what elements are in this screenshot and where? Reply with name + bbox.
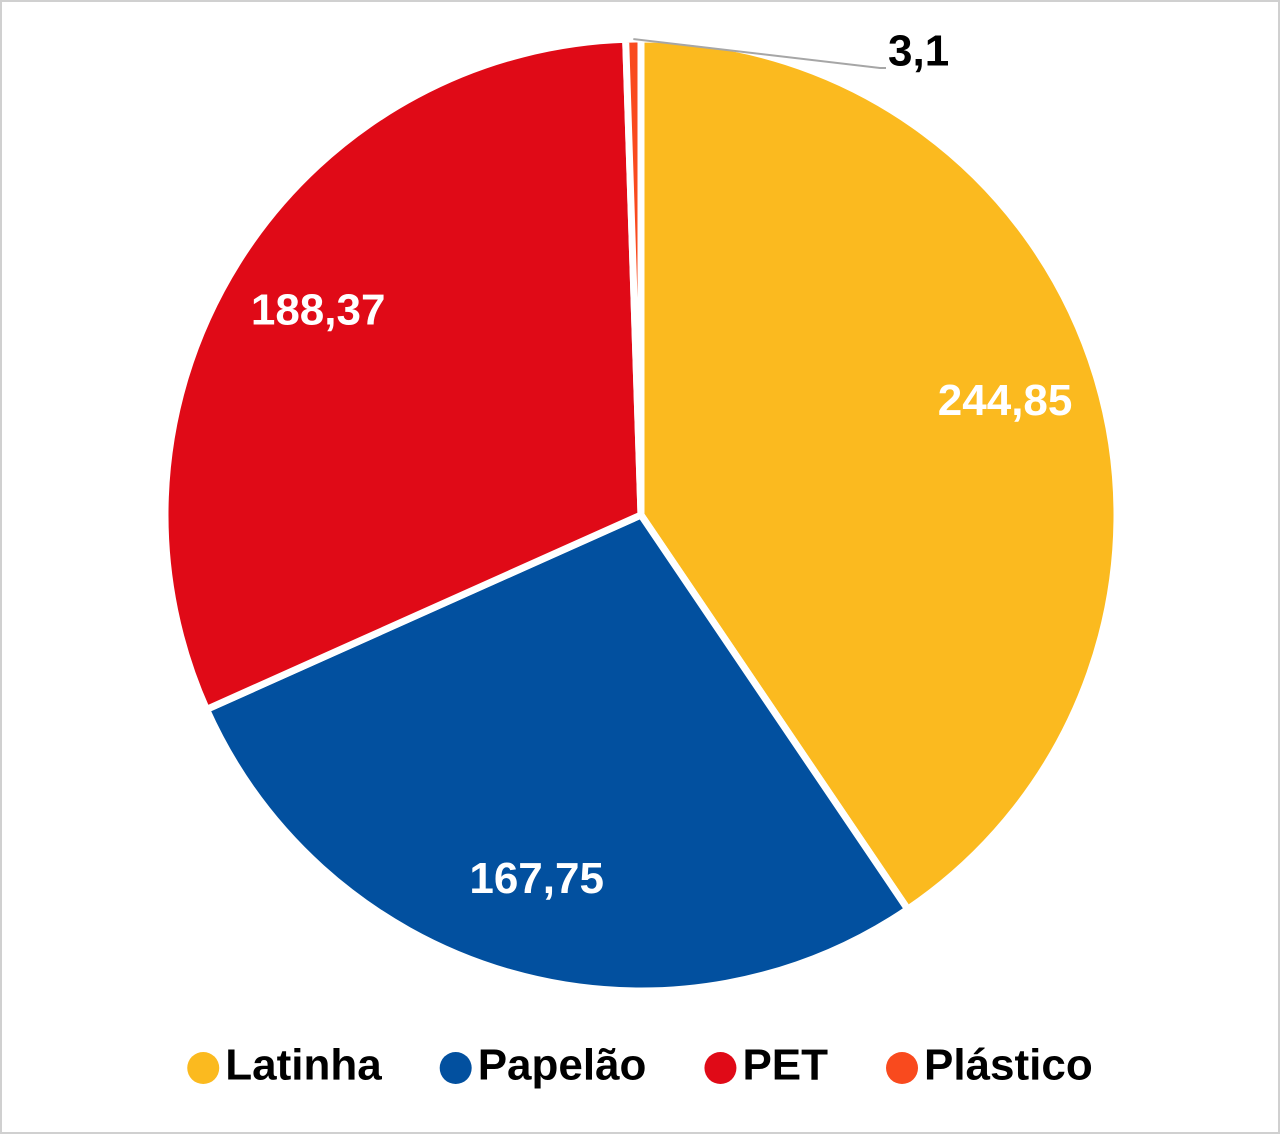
legend-marker xyxy=(886,1052,919,1084)
legend-marker xyxy=(704,1052,737,1084)
legend-marker xyxy=(439,1052,472,1084)
data-label: 188,37 xyxy=(251,286,386,335)
legend-marker xyxy=(187,1052,220,1084)
leader-line xyxy=(633,38,886,69)
pie-slice xyxy=(161,35,645,713)
legend-label: Plástico xyxy=(924,1041,1093,1090)
data-label: 244,85 xyxy=(938,376,1073,425)
legend-label: Latinha xyxy=(225,1041,382,1090)
legend-label: PET xyxy=(742,1041,828,1090)
data-label: 3,1 xyxy=(888,27,949,76)
pie-slice xyxy=(637,35,1121,913)
data-label: 167,75 xyxy=(469,854,604,903)
legend-label: Papelão xyxy=(478,1041,647,1090)
